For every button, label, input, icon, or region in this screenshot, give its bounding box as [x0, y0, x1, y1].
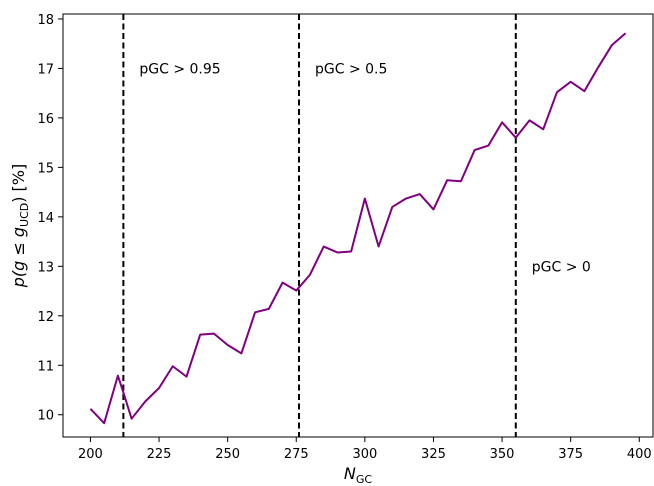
x-tick-label: 225	[147, 447, 172, 462]
x-axis: 200 225 250 275 300 325 350 375 400	[78, 437, 652, 462]
series-line	[89, 32, 627, 425]
plot-frame	[62, 13, 654, 438]
y-tick-label: 14	[37, 211, 54, 226]
y-axis-label-post: ) [%]	[9, 164, 28, 203]
y-axis-label-subscript: UCD	[18, 203, 31, 227]
x-tick-label: 200	[78, 447, 103, 462]
threshold-annotation: pGC > 0.95	[139, 61, 220, 77]
x-tick-label: 350	[490, 447, 515, 462]
x-axis-label: NGC	[344, 464, 372, 486]
x-tick-label: 400	[627, 447, 652, 462]
x-tick-label: 250	[215, 447, 240, 462]
x-tick-label: 375	[558, 447, 583, 462]
y-tick-label: 18	[37, 13, 54, 28]
x-tick-label: 300	[352, 447, 377, 462]
x-axis-label-main: N	[344, 464, 356, 483]
y-axis-label: p(g ≤ gUCD) [%]	[9, 164, 31, 289]
y-tick-label: 13	[37, 260, 54, 275]
y-tick-label: 17	[37, 62, 54, 77]
threshold-annotation: pGC > 0	[532, 259, 591, 275]
series-layer	[89, 32, 627, 425]
threshold-lines: pGC > 0.95 pGC > 0.5 pGC > 0	[122, 14, 591, 437]
x-tick-label: 275	[284, 447, 309, 462]
x-axis-label-subscript: GC	[356, 473, 373, 486]
y-axis: 10 11 12 13 14 15 16 17 18	[37, 13, 63, 424]
y-tick-label: 12	[37, 310, 54, 325]
y-tick-label: 15	[37, 161, 54, 176]
y-tick-label: 10	[37, 409, 54, 424]
y-tick-label: 11	[37, 359, 54, 374]
x-tick-label: 325	[421, 447, 446, 462]
y-axis-label-pre: p(g ≤ g	[9, 227, 28, 288]
y-tick-label: 16	[37, 112, 54, 127]
threshold-annotation: pGC > 0.5	[315, 61, 387, 77]
